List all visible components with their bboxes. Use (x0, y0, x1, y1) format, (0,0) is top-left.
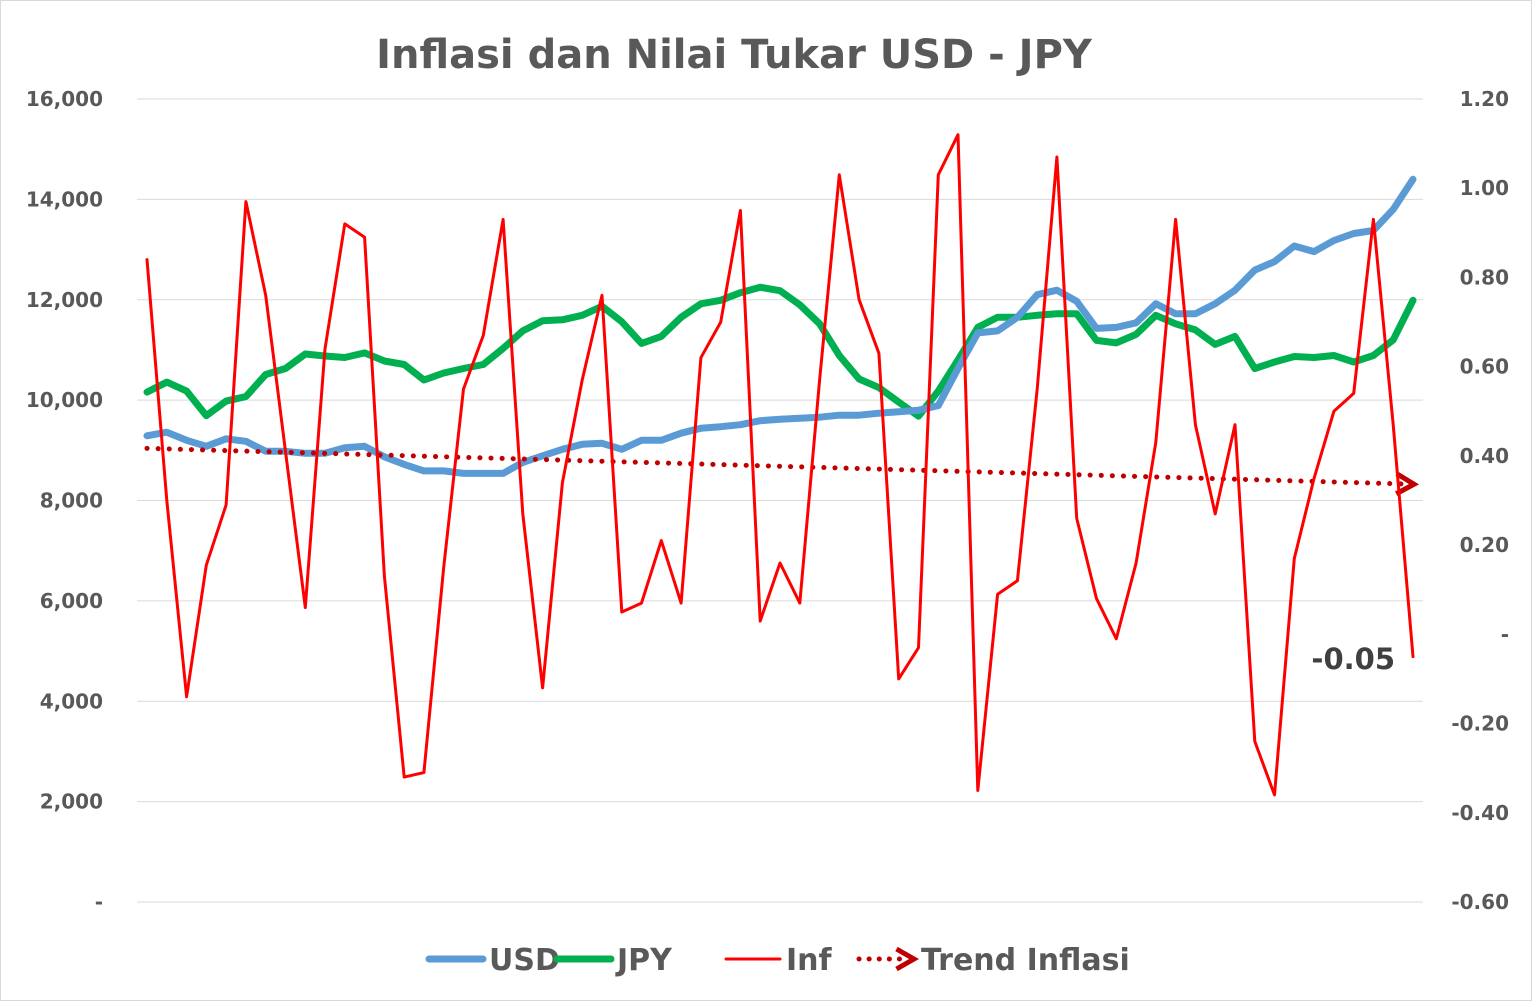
series-lines (147, 135, 1413, 795)
left-axis-ticks: - 2,000 4,000 6,000 8,000 10,000 12,000 14,000 1… (26, 87, 103, 914)
series-line-usd (147, 179, 1413, 473)
legend-item-trend-inflasi: Trend Inflasi (859, 943, 1130, 978)
left-tick-label: 6,000 (40, 589, 103, 613)
right-tick-label: -0.40 (1451, 801, 1509, 825)
left-tick-label: 10,000 (26, 388, 103, 412)
right-tick-label: -0.60 (1451, 890, 1509, 914)
right-axis-ticks: -0.60-0.40-0.20-0.200.400.600.801.001.20 (1451, 87, 1509, 914)
legend-item-usd: USD (429, 943, 560, 978)
right-tick-label: 1.20 (1460, 87, 1509, 111)
legend-item-inf: Inf (726, 943, 833, 978)
right-tick-label: 0.20 (1460, 533, 1509, 557)
left-tick-label: 8,000 (40, 489, 103, 513)
right-tick-label: 0.80 (1460, 265, 1509, 289)
legend-label: Trend Inflasi (921, 943, 1130, 978)
legend-label: USD (489, 943, 560, 978)
left-tick-label: 14,000 (26, 187, 103, 211)
gridlines (137, 99, 1423, 902)
right-tick-label: 1.00 (1460, 176, 1509, 200)
legend-label: Inf (786, 943, 833, 978)
series-line-trend-inflasi (147, 448, 1409, 484)
legend-label: JPY (615, 943, 673, 978)
right-tick-label: - (1501, 622, 1509, 646)
legend-item-jpy: JPY (557, 943, 673, 978)
left-tick-label: 2,000 (40, 790, 103, 814)
left-tick-label: - (95, 890, 103, 914)
legend: USD JPY Inf Trend Inflasi (429, 943, 1130, 978)
chart-title: Inflasi dan Nilai Tukar USD - JPY (376, 32, 1093, 78)
left-tick-label: 16,000 (26, 87, 103, 111)
left-tick-label: 12,000 (26, 288, 103, 312)
right-tick-label: -0.20 (1451, 712, 1509, 736)
data-label-last-inf: -0.05 (1311, 642, 1395, 676)
right-tick-label: 0.60 (1460, 355, 1509, 379)
series-line-jpy (147, 287, 1413, 416)
left-tick-label: 4,000 (40, 689, 103, 713)
right-tick-label: 0.40 (1460, 444, 1509, 468)
